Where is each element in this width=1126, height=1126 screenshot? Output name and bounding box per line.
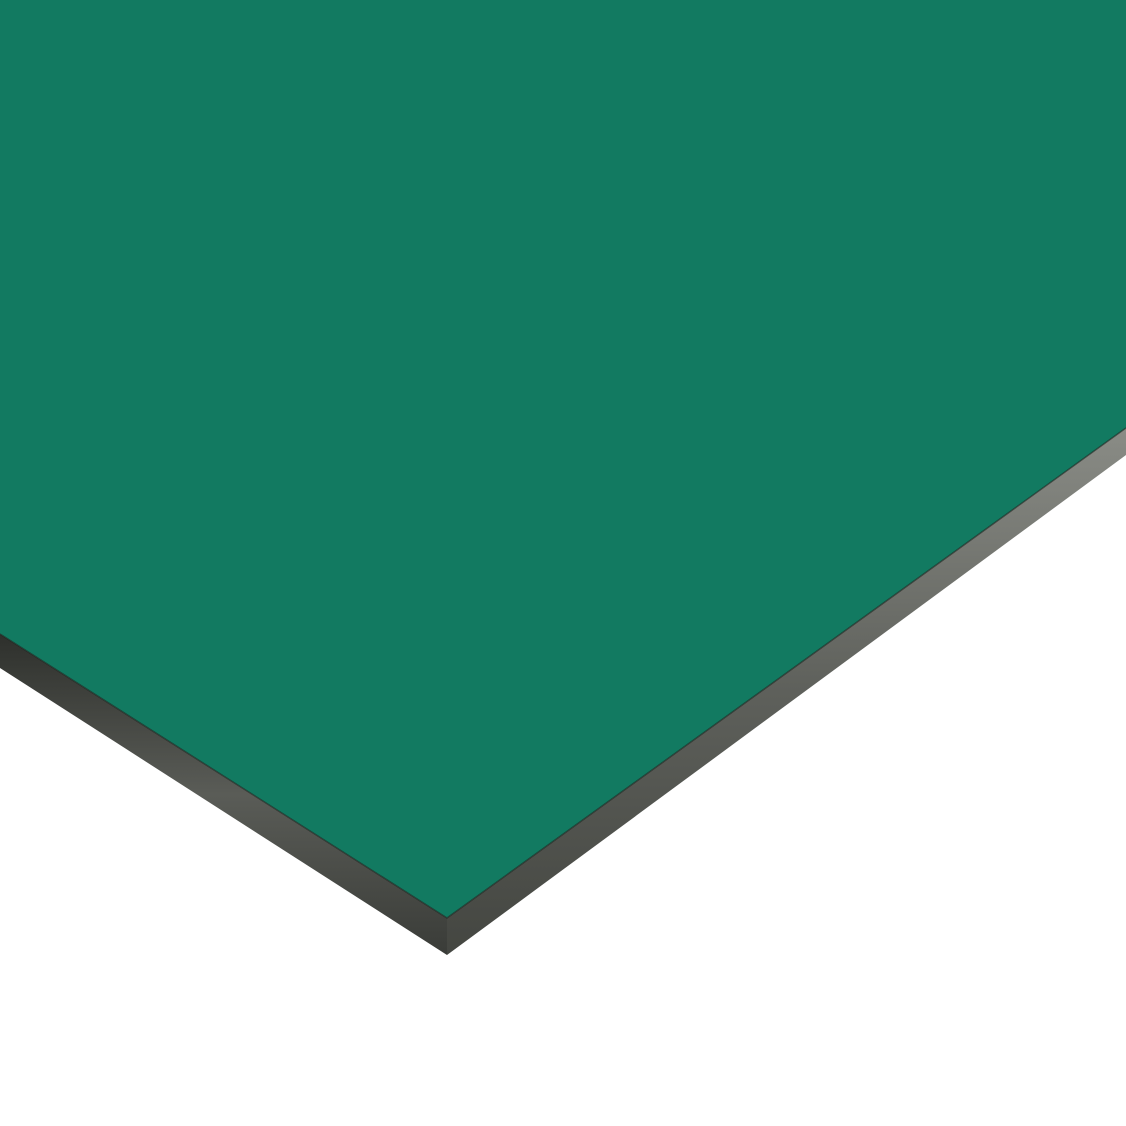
panel-edge-right <box>447 428 1126 955</box>
panel-face <box>0 0 1126 918</box>
panel-face-edge-highlight <box>0 427 1126 919</box>
panel-edge-left <box>0 634 447 955</box>
